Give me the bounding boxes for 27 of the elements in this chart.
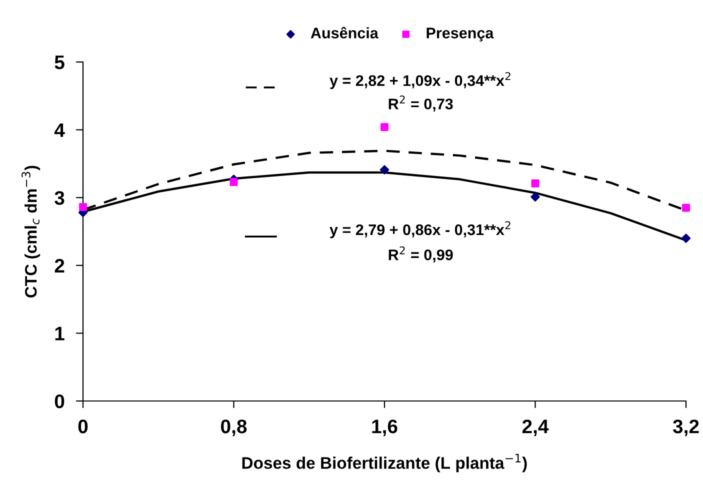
- point: [682, 204, 690, 212]
- annotation: y = 2,82 + 1,09x - 0,34**x$^{2}$: [330, 72, 510, 90]
- x-axis-title: Doses de Biofertilizante (L planta$^{−1}$): [242, 454, 527, 472]
- annotation: R$^{2}$ = 0,73: [388, 95, 453, 112]
- point: [380, 165, 390, 174]
- point: [380, 123, 388, 132]
- x-tick-label: 0,8: [221, 420, 247, 436]
- point: [531, 179, 540, 188]
- annotation: y = 2,79 + 0,86x - 0,31**x$^{2}$: [330, 221, 510, 238]
- y-tick-label: 4: [54, 123, 65, 137]
- legend-label: Ausência: [310, 26, 378, 38]
- y-tick-label: 1: [55, 326, 64, 340]
- y-tick-label: 0: [54, 394, 64, 408]
- y-tick-label: 3: [54, 191, 64, 205]
- point: [230, 178, 238, 186]
- legend-label: Presença: [426, 28, 494, 42]
- x-tick-label: 2,4: [522, 420, 549, 436]
- y-tick-label: 5: [54, 56, 64, 70]
- point: [530, 192, 540, 202]
- x-tick-label: 0: [78, 420, 88, 434]
- y-axis-title: CTC (cml$_{c}$ dm$^{−3}$): [22, 166, 40, 298]
- point: [79, 203, 87, 212]
- annotation: R$^{2}$ = 0,99: [388, 246, 453, 262]
- point: [681, 234, 691, 243]
- x-tick-label: 3,2: [672, 420, 699, 436]
- x-tick-label: 1,6: [372, 420, 398, 436]
- y-tick-label: 2: [54, 258, 64, 272]
